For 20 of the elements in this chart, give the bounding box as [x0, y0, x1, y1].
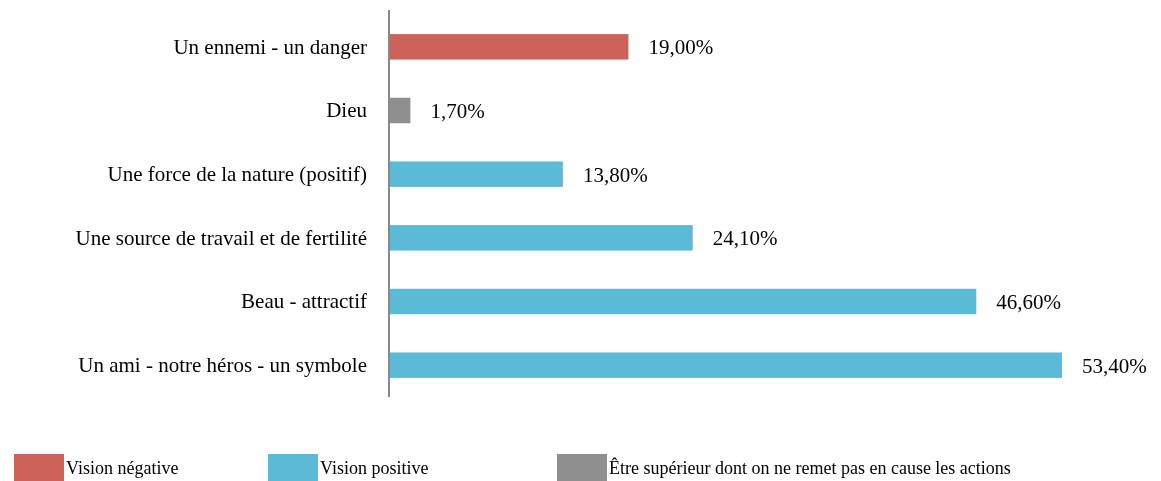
- data-label: 1,70%: [430, 98, 485, 123]
- y-tick-label: Une source de travail et de fertilité: [75, 225, 367, 250]
- bar: [389, 352, 1062, 378]
- legend-label: Être supérieur dont on ne remet pas en cause les actions: [609, 457, 1011, 479]
- y-tick-label: Une force de la nature (positif): [107, 161, 367, 186]
- data-label: 24,10%: [712, 226, 778, 251]
- data-label: 46,60%: [996, 289, 1062, 314]
- y-tick-label: Dieu: [326, 98, 368, 123]
- bar: [389, 288, 977, 315]
- y-tick-label: Un ennemi - un danger: [173, 34, 367, 59]
- data-label: 53,40%: [1082, 353, 1147, 378]
- y-tick-label: Un ami - notre héros - un symbole: [78, 352, 367, 377]
- bar: [389, 161, 563, 187]
- bar: [389, 34, 629, 60]
- bar: [389, 225, 693, 251]
- data-label: 19,00%: [648, 35, 714, 60]
- y-tick-label: Beau - attractif: [241, 289, 367, 314]
- legend-label: Vision positive: [320, 458, 429, 479]
- legend-label: Vision négative: [66, 458, 179, 479]
- data-label: 13,80%: [582, 162, 648, 187]
